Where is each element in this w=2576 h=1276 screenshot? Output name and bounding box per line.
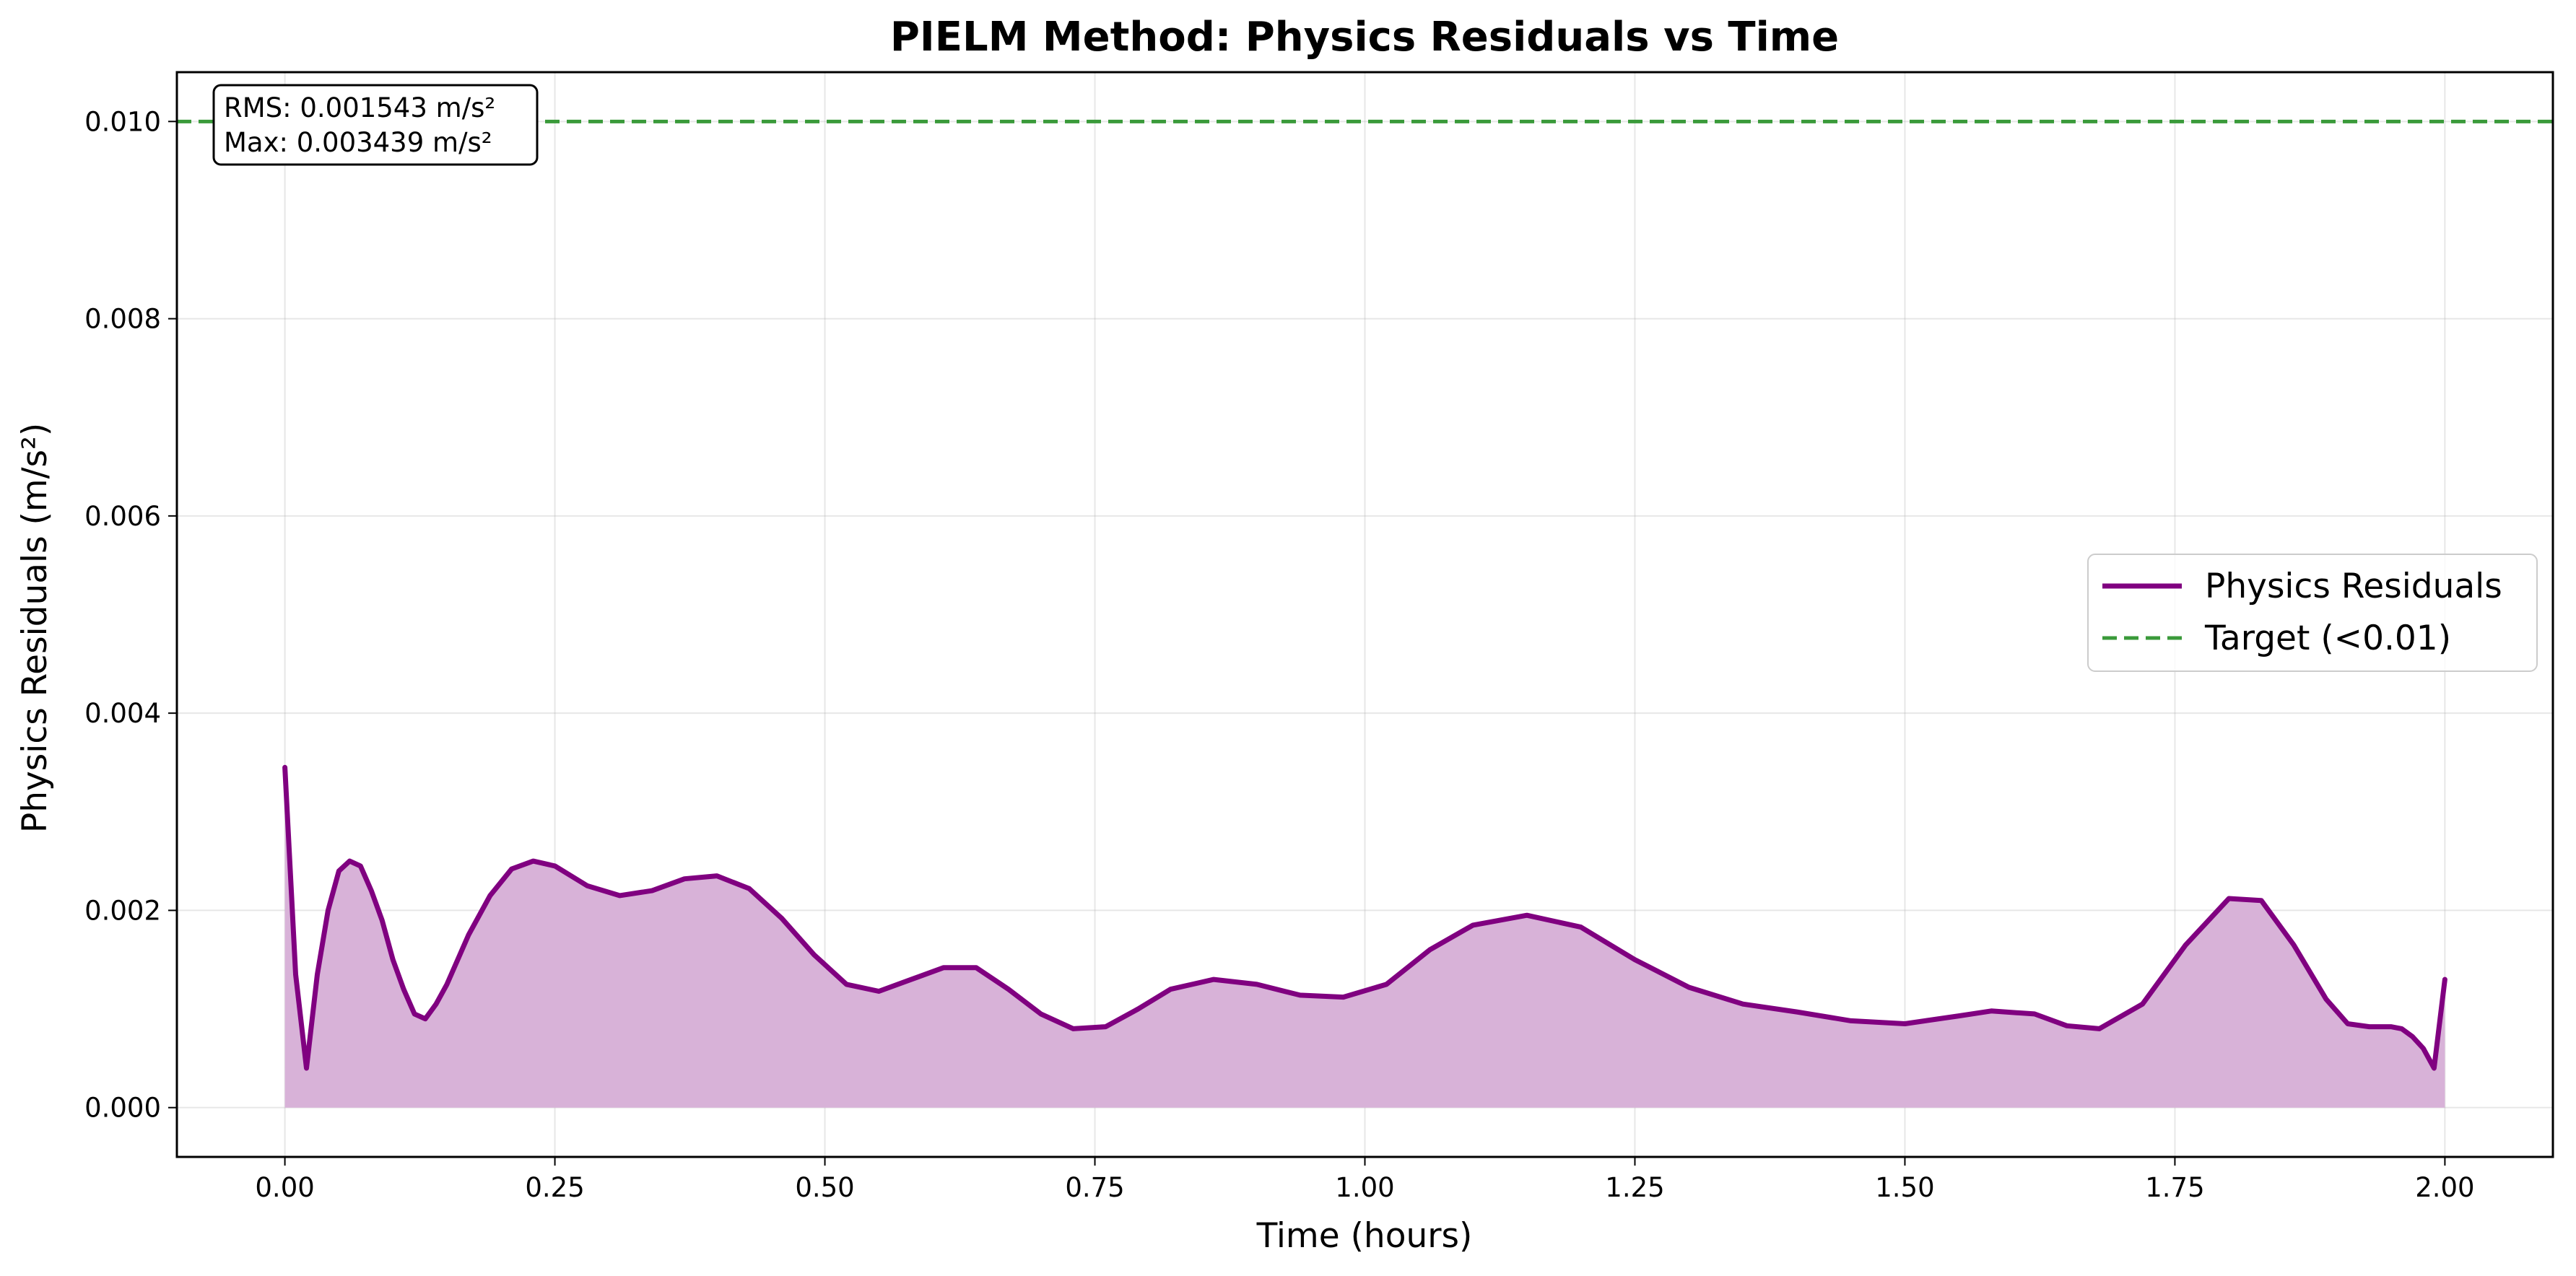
legend-label-residuals: Physics Residuals (2205, 567, 2502, 606)
legend: Physics Residuals Target (<0.01) (2087, 554, 2538, 672)
series-group (282, 764, 2447, 1071)
legend-frame (2087, 554, 2538, 672)
stats-box-frame (212, 84, 539, 166)
x-tick-label: 0.00 (255, 1172, 314, 1203)
x-tick-label: 0.50 (795, 1172, 854, 1203)
x-tick-label: 1.25 (1605, 1172, 1664, 1203)
x-axis: 0.00 0.25 0.50 0.75 1.00 1.25 1.50 1.75 2.00 (255, 1157, 2475, 1203)
x-tick-label: 1.00 (1335, 1172, 1394, 1203)
x-axis-title: Time (hours) (1256, 1216, 1473, 1256)
stats-box: RMS: 0.001543 m/s² Max: 0.003439 m/s² (212, 84, 539, 166)
stats-max: Max: 0.003439 m/s² (224, 127, 492, 158)
x-tick-label: 2.00 (2415, 1172, 2474, 1203)
y-tick-label: 0.002 (84, 895, 161, 926)
y-axis: 0.000 0.002 0.004 0.006 0.008 0.010 (84, 106, 177, 1124)
x-tick-label: 1.75 (2145, 1172, 2204, 1203)
chart-title: PIELM Method: Physics Residuals vs Time (890, 14, 1839, 61)
area-fill (284, 767, 2445, 1108)
x-tick-label: 0.75 (1065, 1172, 1124, 1203)
residuals-line (282, 764, 2447, 1071)
y-tick-label: 0.000 (84, 1093, 161, 1124)
residuals-area (284, 767, 2445, 1108)
x-tick-label: 1.50 (1875, 1172, 1934, 1203)
y-tick-label: 0.006 (84, 501, 161, 532)
y-tick-label: 0.010 (84, 106, 161, 137)
legend-label-target: Target (<0.01) (2204, 619, 2451, 658)
stats-rms: RMS: 0.001543 m/s² (224, 92, 495, 123)
x-tick-label: 0.25 (525, 1172, 584, 1203)
y-tick-label: 0.008 (84, 304, 161, 335)
y-tick-label: 0.004 (84, 698, 161, 729)
y-axis-title: Physics Residuals (m/s²) (15, 423, 55, 833)
